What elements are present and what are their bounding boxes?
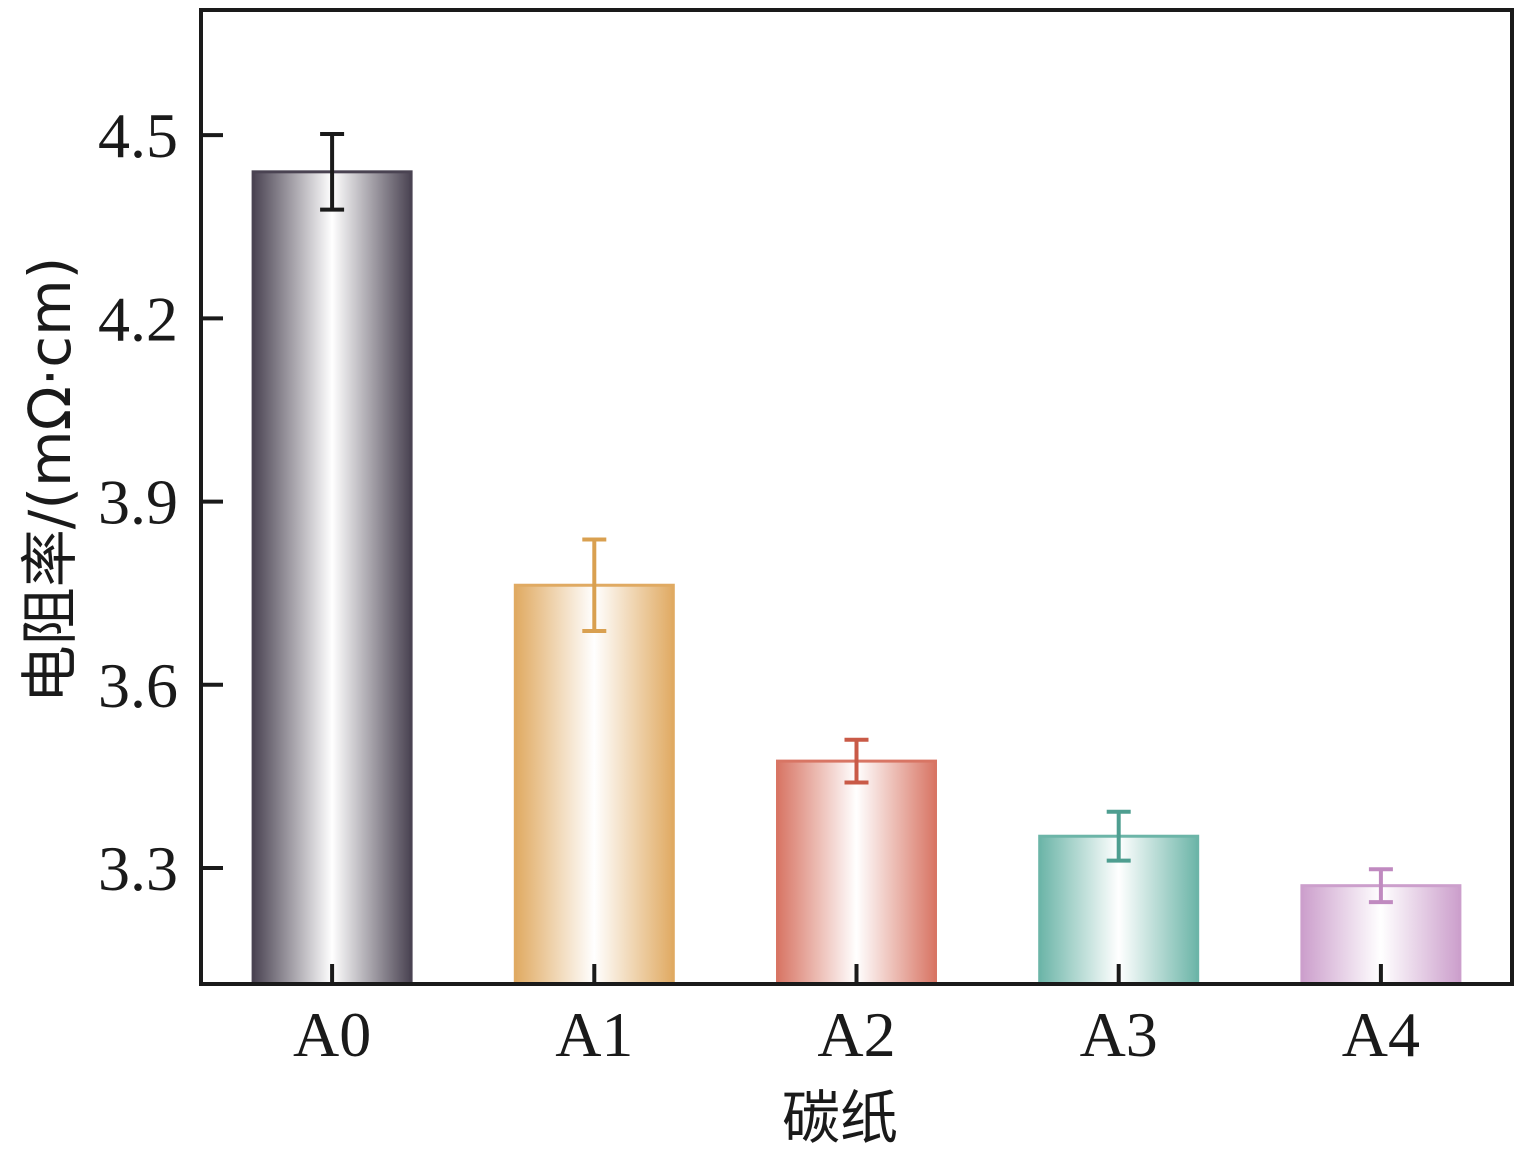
x-tick-label-A0: A0 xyxy=(293,999,371,1070)
y-tick-label-3.3: 3.3 xyxy=(98,833,178,904)
x-axis-title: 碳纸 xyxy=(782,1084,898,1150)
y-tick-label-4.5: 4.5 xyxy=(98,100,178,171)
bar-A2 xyxy=(776,759,937,986)
bar-A1 xyxy=(513,583,675,986)
x-tick-label-A3: A3 xyxy=(1080,999,1158,1070)
y-axis-title: 电阻率/(mΩ·cm) xyxy=(16,257,84,703)
error-bar-A0 xyxy=(320,131,345,212)
x-tick-label-A4: A4 xyxy=(1342,999,1420,1070)
error-bar-A2 xyxy=(844,737,869,785)
x-tick-label-A2: A2 xyxy=(817,999,895,1070)
error-bar-A3 xyxy=(1106,809,1131,863)
error-bar-A4 xyxy=(1368,867,1393,905)
y-tick-label-4.2: 4.2 xyxy=(98,283,178,354)
bars-layer xyxy=(251,170,1462,986)
bar-A0 xyxy=(251,170,413,986)
y-tick-label-3.9: 3.9 xyxy=(98,467,178,538)
y-tick-label-3.6: 3.6 xyxy=(98,650,178,721)
error-bars-layer xyxy=(320,131,1393,905)
error-bar-A1 xyxy=(582,537,607,634)
x-tick-label-A1: A1 xyxy=(555,999,633,1070)
y-axis: 3.3 3.6 3.9 4.2 4.5 xyxy=(98,100,223,904)
x-axis: A0 A1 A2 A3 A4 xyxy=(293,964,1420,1070)
